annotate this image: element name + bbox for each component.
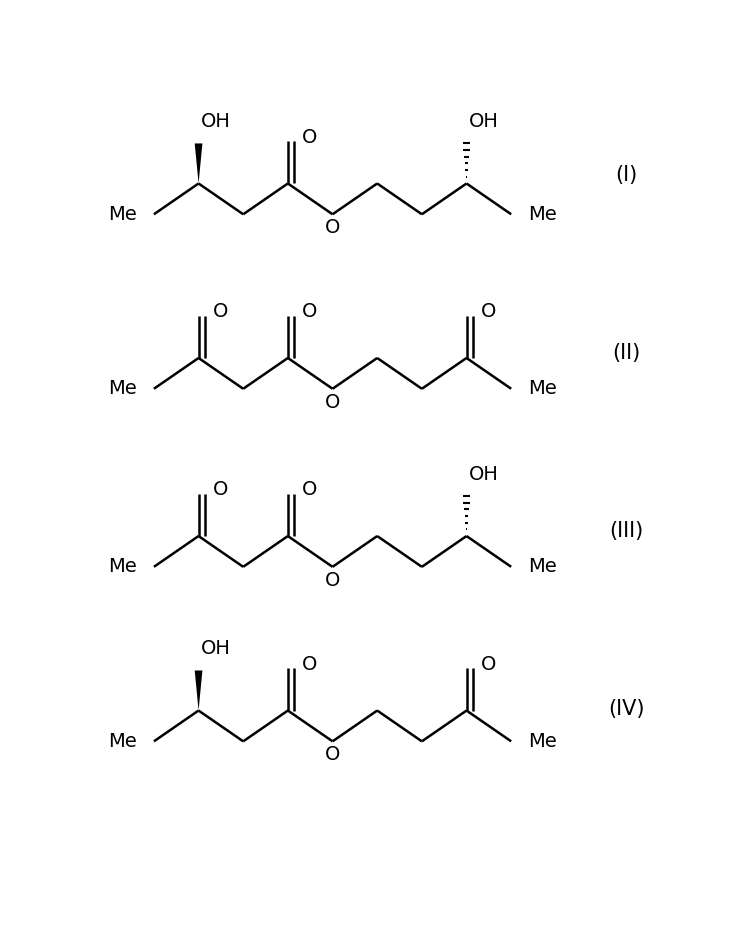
Text: OH: OH [201,639,231,659]
Text: Me: Me [528,558,557,576]
Text: Me: Me [528,379,557,399]
Text: O: O [481,655,496,673]
Text: O: O [302,480,317,500]
Text: O: O [325,746,340,764]
Text: O: O [325,392,340,412]
Text: O: O [325,218,340,237]
Text: O: O [302,128,317,147]
Text: OH: OH [201,112,231,131]
Text: O: O [302,302,317,321]
Text: Me: Me [108,204,137,224]
Text: (III): (III) [609,521,644,541]
Text: (IV): (IV) [609,699,645,720]
Text: Me: Me [528,204,557,224]
Text: O: O [325,571,340,590]
Text: O: O [481,302,496,321]
Text: OH: OH [469,112,499,131]
Text: O: O [302,655,317,673]
Text: Me: Me [108,558,137,576]
Text: Me: Me [528,732,557,751]
Text: (II): (II) [612,343,640,364]
Text: O: O [213,302,228,321]
Text: (I): (I) [615,165,637,185]
Polygon shape [195,143,202,183]
Text: Me: Me [108,732,137,751]
Text: Me: Me [108,379,137,399]
Text: OH: OH [469,464,499,484]
Text: O: O [213,480,228,500]
Polygon shape [195,671,202,710]
